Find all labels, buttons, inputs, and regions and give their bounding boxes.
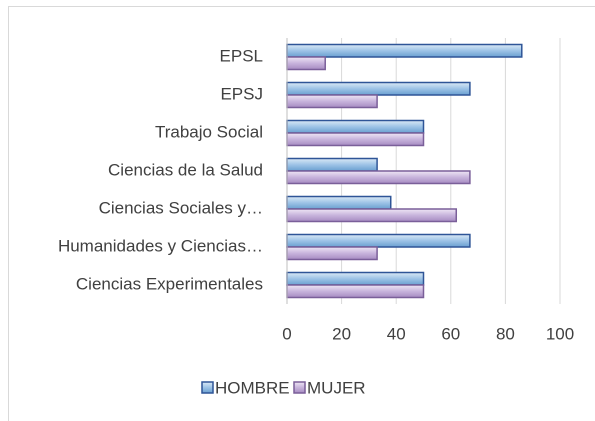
- y-tick-label: Humanidades y Ciencias…: [58, 236, 263, 255]
- y-tick-label: EPSJ: [220, 84, 263, 103]
- bar: [286, 246, 378, 261]
- y-tick-label: Trabajo Social: [155, 122, 263, 141]
- bar: [286, 195, 392, 210]
- x-tick-label: 40: [387, 324, 406, 343]
- bar: [286, 56, 326, 71]
- x-tick-label: 20: [332, 324, 351, 343]
- bar: [286, 284, 425, 299]
- x-tick-label: 100: [546, 324, 574, 343]
- bar: [286, 170, 471, 185]
- y-tick-label: EPSL: [220, 46, 263, 65]
- x-tick-label: 0: [282, 324, 291, 343]
- chart-border: [8, 6, 595, 421]
- legend-label: MUJER: [307, 378, 366, 397]
- x-tick-label: 60: [441, 324, 460, 343]
- y-tick-label: Ciencias de la Salud: [108, 160, 263, 179]
- bar: [286, 94, 378, 109]
- bar: [286, 271, 425, 286]
- legend-swatch: [293, 381, 306, 394]
- bar: [286, 157, 378, 172]
- bar: [286, 43, 523, 58]
- y-tick-label: Ciencias Sociales y…: [99, 198, 263, 217]
- legend-label: HOMBRE: [215, 378, 290, 397]
- x-tick-label: 80: [496, 324, 515, 343]
- bar: [286, 208, 458, 223]
- legend-swatch: [201, 381, 214, 394]
- bar: [286, 81, 471, 96]
- bar: [286, 233, 471, 248]
- bar: [286, 132, 425, 147]
- bar: [286, 119, 425, 134]
- y-tick-label: Ciencias Experimentales: [76, 274, 263, 293]
